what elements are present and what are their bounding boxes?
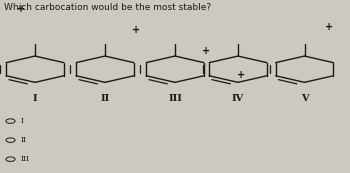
Text: +: + bbox=[325, 22, 333, 32]
Text: +: + bbox=[17, 4, 25, 14]
Text: III: III bbox=[21, 155, 30, 163]
Text: III: III bbox=[168, 94, 182, 103]
Text: +: + bbox=[132, 25, 141, 35]
Text: II: II bbox=[100, 94, 110, 103]
Text: II: II bbox=[21, 136, 27, 144]
Text: IV: IV bbox=[232, 94, 244, 103]
Text: Which carbocation would be the most stable?: Which carbocation would be the most stab… bbox=[4, 3, 211, 12]
Text: +: + bbox=[202, 46, 211, 56]
Text: V: V bbox=[301, 94, 308, 103]
Text: I: I bbox=[33, 94, 37, 103]
Text: +: + bbox=[237, 70, 246, 80]
Text: I: I bbox=[21, 117, 24, 125]
